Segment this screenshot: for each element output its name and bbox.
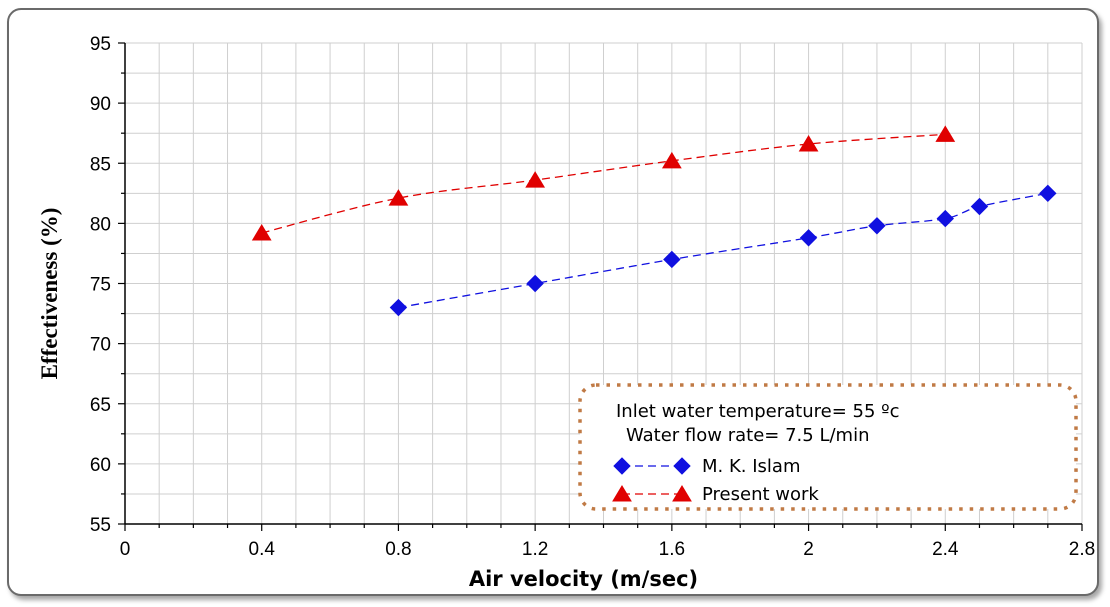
x-axis-title: Air velocity (m/sec) xyxy=(469,567,698,591)
legend-marker xyxy=(672,485,692,502)
y-tick-label: 80 xyxy=(90,214,111,235)
data-point xyxy=(936,209,954,228)
x-tick-label: 0 xyxy=(120,539,131,560)
annotation-flow-rate: Water flow rate= 7.5 L/min xyxy=(626,425,869,446)
y-tick-label: 90 xyxy=(90,94,111,115)
data-point xyxy=(389,298,408,317)
data-series xyxy=(251,125,1057,317)
legend-box xyxy=(578,383,1078,511)
data-point xyxy=(935,125,956,142)
data-point xyxy=(661,151,682,169)
legend-label: Present work xyxy=(702,484,819,505)
legend-marker xyxy=(612,485,632,502)
y-tick-label: 55 xyxy=(90,515,111,536)
annotation-inlet-temperature: Inlet water temperature= 55 ºc xyxy=(616,401,900,422)
series-line xyxy=(261,133,946,234)
legend-entry-2: Present work xyxy=(612,484,819,505)
axes xyxy=(118,42,1083,531)
x-tick-label: 1.2 xyxy=(522,539,548,560)
data-point xyxy=(1039,184,1057,203)
legend-marker xyxy=(673,457,691,475)
data-point xyxy=(525,171,546,188)
chart: 0 0.4 0.8 1.2 1.6 2 2.4 2.8 556065707580859095 … xyxy=(37,34,1096,591)
x-tick-label: 2 xyxy=(803,539,814,560)
y-tick-label: 85 xyxy=(90,154,111,175)
y-tick-label: 75 xyxy=(90,275,111,296)
series-m-k-islam xyxy=(389,184,1057,317)
x-tick-label: 2.8 xyxy=(1069,539,1095,560)
legend-marker xyxy=(613,457,631,475)
series-line xyxy=(398,192,1048,309)
data-point xyxy=(868,217,886,235)
data-point xyxy=(798,135,819,152)
data-point xyxy=(663,250,681,269)
y-tick-label: 60 xyxy=(90,455,111,476)
x-tick-label: 0.4 xyxy=(249,539,276,560)
x-tick-label: 2.4 xyxy=(932,539,959,560)
data-point xyxy=(388,189,409,206)
y-tick-label: 65 xyxy=(90,395,111,416)
legend-entry-1: M. K. Islam xyxy=(613,456,800,477)
x-tick-label: 1.6 xyxy=(659,539,685,560)
legend-label: M. K. Islam xyxy=(702,456,800,477)
data-point xyxy=(251,224,272,241)
y-axis-title: Effectiveness (%) xyxy=(37,208,62,380)
chart-frame: 0 0.4 0.8 1.2 1.6 2 2.4 2.8 55 60 65 70 75 80 85 90 95 … xyxy=(7,8,1099,596)
legend: Inlet water temperature= 55 ºc Water flo… xyxy=(578,383,1078,511)
x-axis-ticks: 0 0.4 0.8 1.2 1.6 2 2.4 2.8 xyxy=(120,539,1096,560)
data-point xyxy=(799,229,818,247)
y-tick-label: 70 xyxy=(90,335,111,356)
data-point xyxy=(970,197,989,216)
series-present-work xyxy=(251,125,956,241)
data-point xyxy=(526,274,544,293)
x-tick-label: 0.8 xyxy=(385,539,411,560)
y-axis-ticks: 55 60 65 70 75 80 85 90 95 xyxy=(90,34,111,536)
y-tick-label: 95 xyxy=(90,34,111,55)
legend-entries: M. K. Islam Present work xyxy=(612,456,819,505)
